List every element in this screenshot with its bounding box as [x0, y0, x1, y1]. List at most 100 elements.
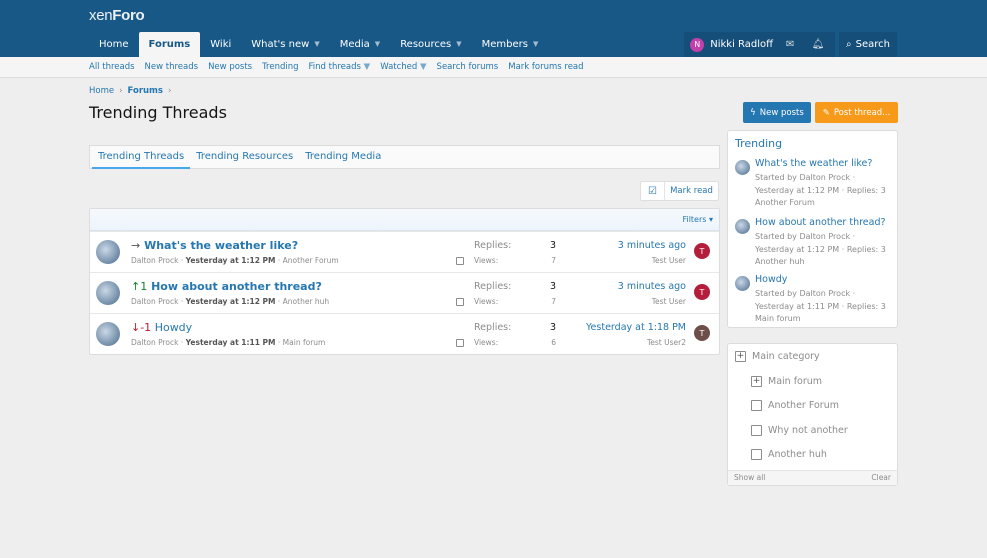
sub-nav: All threads New threads New posts Trendi…	[0, 57, 987, 78]
last-post-user[interactable]: Test User	[651, 256, 686, 265]
subnav-new-threads[interactable]: New threads	[144, 62, 199, 72]
caret-down-icon[interactable]: ▼	[533, 40, 539, 48]
page-title: Trending Threads	[89, 103, 227, 122]
last-poster-avatar[interactable]: T	[694, 325, 710, 341]
search-button[interactable]: ⌕ Search	[839, 32, 897, 57]
subnav-search-forums[interactable]: Search forums	[436, 62, 499, 72]
thread-author-avatar[interactable]	[96, 240, 120, 264]
tree-node-main-forum[interactable]: + Main forum	[751, 376, 822, 387]
thread-title: How about another thread?	[151, 280, 322, 293]
caret-down-icon[interactable]: ▼	[314, 40, 320, 48]
node-label: Main category	[752, 351, 820, 362]
subnav-new-posts[interactable]: New posts	[208, 62, 253, 72]
nav-label: What's new	[251, 39, 310, 50]
nav-members[interactable]: Members ▼	[472, 32, 549, 57]
caret-down-icon[interactable]: ▼	[456, 40, 462, 48]
tab-trending-media[interactable]: Trending Media	[305, 151, 382, 162]
thread-title-link[interactable]: ↑1 How about another thread?	[131, 280, 322, 293]
nav-resources[interactable]: Resources ▼	[390, 32, 471, 57]
author-avatar[interactable]	[735, 219, 750, 234]
node-label: Another huh	[768, 449, 827, 460]
replies-label: Replies:	[474, 322, 512, 333]
tree-node-main-category[interactable]: + Main category	[735, 351, 820, 362]
trending-title-link[interactable]: Howdy	[755, 274, 788, 285]
subnav-find-threads[interactable]: Find threads ▼	[309, 62, 371, 72]
last-post-time[interactable]: 3 minutes ago	[617, 281, 686, 292]
select-checkbox[interactable]	[456, 298, 464, 306]
nav-whats-new[interactable]: What's new ▼	[241, 32, 329, 57]
tree-node-why-not-another[interactable]: Why not another	[751, 425, 848, 436]
new-posts-button[interactable]: ϟ New posts	[743, 102, 811, 123]
last-post-user[interactable]: Test User	[651, 297, 686, 306]
filter-bar: Filters ▾	[90, 209, 719, 231]
filters-button[interactable]: Filters ▾	[682, 215, 713, 224]
thread-author[interactable]: Dalton Prock	[131, 297, 179, 306]
subnav-mark-forums-read[interactable]: Mark forums read	[508, 62, 584, 72]
nav-label: Members	[481, 39, 528, 50]
started-by: Started by Dalton Prock ·	[755, 289, 856, 298]
thread-author-avatar[interactable]	[96, 322, 120, 346]
clear-link[interactable]: Clear	[871, 473, 891, 482]
search-icon: ⌕	[846, 39, 852, 50]
last-post-time[interactable]: 3 minutes ago	[617, 240, 686, 251]
subnav-watched[interactable]: Watched ▼	[380, 62, 426, 72]
tree-node-another-huh[interactable]: Another huh	[751, 449, 827, 460]
caret-down-icon[interactable]: ▼	[374, 40, 381, 48]
breadcrumb-home[interactable]: Home	[89, 86, 115, 96]
nav-media[interactable]: Media ▼	[330, 32, 390, 57]
show-all-link[interactable]: Show all	[734, 473, 766, 482]
author-avatar[interactable]	[735, 276, 750, 291]
expand-plus-icon[interactable]: +	[751, 376, 762, 387]
thread-date[interactable]: Yesterday at 1:12 PM	[185, 297, 276, 306]
trending-title-link[interactable]: How about another thread?	[755, 217, 886, 228]
thread-forum[interactable]: Main forum	[282, 338, 326, 347]
thread-meta: Dalton Prock · Yesterday at 1:11 PM · Ma…	[131, 338, 326, 347]
envelope-icon[interactable]: ✉	[785, 39, 795, 50]
select-checkbox[interactable]	[456, 257, 464, 265]
thread-title-link[interactable]: ↓-1 Howdy	[131, 321, 192, 334]
thread-date[interactable]: Yesterday at 1:11 PM	[185, 338, 276, 347]
forum-name: Another huh	[755, 257, 805, 266]
tab-trending-resources[interactable]: Trending Resources	[196, 151, 294, 162]
trend-down-icon: ↓-1	[131, 321, 152, 334]
replies-count: 3	[549, 240, 556, 251]
nav-label: Forums	[148, 39, 191, 50]
tree-node-another-forum[interactable]: Another Forum	[751, 400, 839, 411]
select-checkbox[interactable]	[456, 339, 464, 347]
breadcrumb-forums[interactable]: Forums	[127, 86, 163, 96]
site-logo[interactable]: xenForo	[89, 7, 145, 24]
last-poster-avatar[interactable]: T	[694, 284, 710, 300]
started-by: Started by Dalton Prock ·	[755, 173, 856, 182]
last-post-time[interactable]: Yesterday at 1:18 PM	[586, 322, 686, 333]
tab-trending-threads[interactable]: Trending Threads	[92, 146, 191, 169]
post-thread-button[interactable]: ✎ Post thread...	[815, 102, 898, 123]
last-poster-avatar[interactable]: T	[694, 243, 710, 259]
last-post-user[interactable]: Test User2	[646, 338, 686, 347]
nav-wiki[interactable]: Wiki	[200, 32, 241, 57]
thread-forum[interactable]: Another Forum	[282, 256, 339, 265]
thread-date[interactable]: Yesterday at 1:12 PM	[185, 256, 276, 265]
views-count: 7	[551, 297, 556, 306]
mark-read-button[interactable]: ☑ Mark read	[640, 181, 719, 201]
checkbox-icon[interactable]	[751, 400, 762, 411]
author-avatar[interactable]	[735, 160, 750, 175]
bell-icon[interactable]: 🔔︎	[811, 39, 825, 50]
user-name[interactable]: Nikki Radloff	[710, 39, 774, 50]
user-avatar[interactable]: N	[690, 37, 705, 52]
subnav-all-threads[interactable]: All threads	[89, 62, 135, 72]
thread-meta: Dalton Prock · Yesterday at 1:12 PM · An…	[131, 297, 330, 306]
thread-title-link[interactable]: → What's the weather like?	[131, 239, 298, 252]
thread-forum[interactable]: Another huh	[282, 297, 330, 306]
widget-title: Trending	[735, 137, 783, 150]
subnav-trending[interactable]: Trending	[262, 62, 299, 72]
nav-home[interactable]: Home	[89, 32, 139, 57]
checkbox-icon[interactable]	[751, 425, 762, 436]
nav-forums[interactable]: Forums	[138, 32, 201, 57]
expand-plus-icon[interactable]: +	[735, 351, 746, 362]
thread-author[interactable]: Dalton Prock	[131, 256, 179, 265]
thread-author[interactable]: Dalton Prock	[131, 338, 179, 347]
checkbox-icon[interactable]: ☑	[641, 182, 665, 200]
checkbox-icon[interactable]	[751, 449, 762, 460]
trending-title-link[interactable]: What's the weather like?	[755, 158, 873, 169]
thread-author-avatar[interactable]	[96, 281, 120, 305]
